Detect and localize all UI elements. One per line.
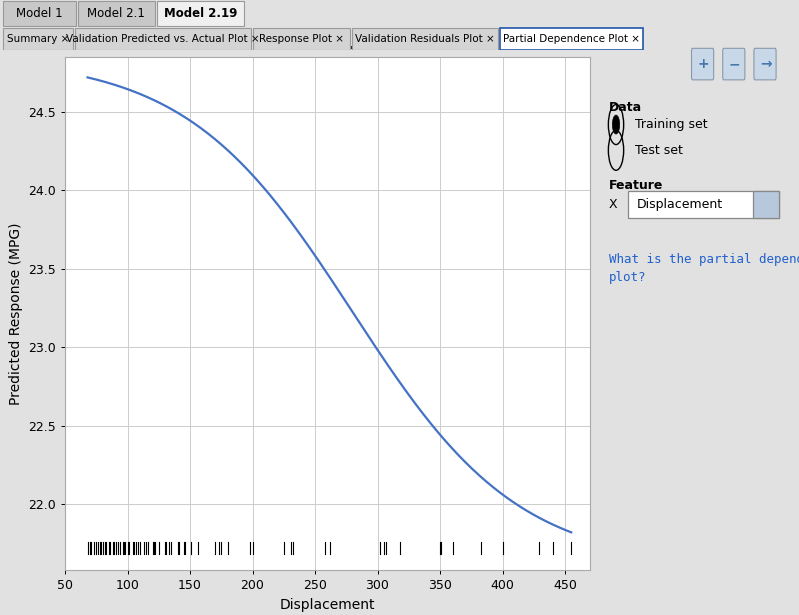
Text: Data: Data (609, 101, 642, 114)
FancyBboxPatch shape (3, 28, 73, 49)
FancyBboxPatch shape (754, 49, 776, 80)
Text: Response Plot ×: Response Plot × (259, 34, 344, 44)
Text: Model 1: Model 1 (16, 7, 62, 20)
Text: Training set: Training set (635, 118, 708, 131)
FancyBboxPatch shape (691, 49, 714, 80)
FancyBboxPatch shape (499, 28, 643, 49)
FancyBboxPatch shape (3, 1, 76, 26)
FancyBboxPatch shape (78, 1, 155, 26)
Text: →: → (760, 57, 772, 71)
X-axis label: Displacement: Displacement (280, 598, 376, 611)
Y-axis label: Predicted Response (MPG): Predicted Response (MPG) (9, 222, 22, 405)
Text: Validation Residuals Plot ×: Validation Residuals Plot × (355, 34, 495, 44)
Text: Test set: Test set (635, 144, 683, 157)
Circle shape (612, 115, 620, 134)
FancyBboxPatch shape (157, 1, 244, 26)
Text: Feature: Feature (609, 179, 663, 192)
Text: Partial Dependence Plot ×: Partial Dependence Plot × (503, 34, 640, 44)
Text: +: + (698, 57, 710, 71)
Text: ▼: ▼ (762, 199, 769, 210)
Text: Validation Predicted vs. Actual Plot ×: Validation Predicted vs. Actual Plot × (66, 34, 260, 44)
FancyBboxPatch shape (628, 191, 779, 218)
Text: X: X (609, 198, 618, 211)
FancyBboxPatch shape (723, 49, 745, 80)
FancyBboxPatch shape (74, 28, 251, 49)
Title: Model 2.19: Model 2.19 (280, 37, 375, 52)
Text: Model 2.19: Model 2.19 (164, 7, 237, 20)
Text: −: − (729, 57, 741, 71)
FancyBboxPatch shape (753, 191, 779, 218)
FancyBboxPatch shape (352, 28, 498, 49)
Text: Summary ×: Summary × (6, 34, 69, 44)
Text: Displacement: Displacement (637, 198, 723, 211)
Text: Model 2.1: Model 2.1 (87, 7, 145, 20)
FancyBboxPatch shape (253, 28, 350, 49)
Text: What is the partial dependence
plot?: What is the partial dependence plot? (609, 253, 799, 284)
